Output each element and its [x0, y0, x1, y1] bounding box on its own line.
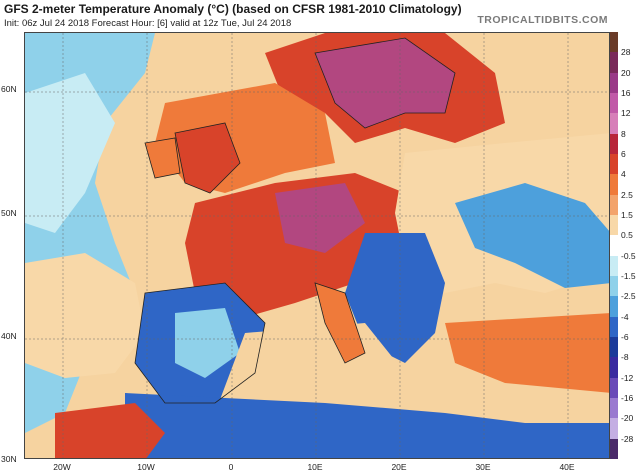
forecast-info: Init: 06z Jul 24 2018 Forecast Hour: [6]…	[4, 18, 292, 29]
atlantic-neutral-region	[25, 253, 145, 378]
colorbar-segment	[610, 316, 618, 338]
lon-label-10e: 10E	[307, 462, 323, 472]
italy	[315, 283, 365, 363]
lat-label-50n: 50N	[1, 208, 17, 218]
colorbar-segment	[610, 154, 618, 175]
lat-label-60n: 60N	[1, 84, 17, 94]
graticule	[25, 33, 609, 458]
colorbar-segment	[610, 174, 618, 196]
lon-label-20e: 20E	[391, 462, 407, 472]
great-britain	[175, 123, 240, 193]
scandinavia-very-hot	[315, 38, 455, 128]
lon-label-10w: 10W	[137, 462, 155, 472]
brand-watermark: TROPICALTIDBITS.COM	[477, 14, 608, 26]
colorbar-label: -20	[621, 413, 634, 424]
ireland	[145, 138, 180, 178]
lon-label-30e: 30E	[475, 462, 491, 472]
lat-label-40n: 40N	[1, 331, 17, 341]
colorbar-label: 2.5	[621, 189, 633, 200]
colorbar-label: 1.5	[621, 210, 633, 220]
colorbar-segment	[610, 215, 618, 236]
colorbar-legend: 28 20 16 12 8 6 4 2.5 1.5 0.5 -0.5 -1.5 -2.5 -4 -6 -8 -1…	[610, 32, 640, 460]
colorbar-label: -0.5	[621, 250, 636, 261]
colorbar-label: 28	[621, 47, 631, 58]
colorbar-label: -4	[621, 311, 629, 322]
colorbar-segment	[610, 418, 618, 440]
north-africa-cold	[125, 393, 609, 458]
colorbar-segment	[610, 72, 618, 94]
colorbar-label: 6	[621, 149, 626, 159]
map-canvas	[25, 33, 609, 458]
colorbar-segment	[610, 133, 618, 155]
colorbar-segment	[610, 398, 618, 419]
header: GFS 2-meter Temperature Anomaly (°C) (ba…	[0, 0, 640, 32]
morocco-hot	[55, 403, 165, 458]
ukraine-cool	[455, 183, 609, 288]
colorbar-label: 4	[621, 169, 626, 180]
colorbar-segment	[610, 235, 618, 257]
colorbar-label: 20	[621, 67, 631, 78]
colorbar-label: -6	[621, 332, 629, 342]
atlantic-pale-region	[25, 73, 115, 233]
colorbar-label: -2.5	[621, 291, 636, 302]
colorbar-label: -1.5	[621, 271, 636, 281]
colorbar-segment	[610, 438, 618, 460]
colorbar-label: -8	[621, 352, 629, 363]
colorbar-segment	[610, 194, 618, 216]
colorbar-segment	[610, 255, 618, 277]
colorbar-segment	[610, 113, 618, 135]
colorbar-segment	[610, 93, 618, 114]
coastlines	[134, 37, 456, 404]
colorbar-segment	[610, 276, 618, 297]
map-title: GFS 2-meter Temperature Anomaly (°C) (ba…	[4, 2, 462, 16]
colorbar-segment	[610, 52, 618, 74]
lon-label-40e: 40E	[559, 462, 575, 472]
colorbar-label: 8	[621, 128, 626, 139]
colorbar-segment	[610, 32, 618, 53]
colorbar-label: 0.5	[621, 230, 633, 241]
colorbar-segment	[610, 377, 618, 399]
germany-hot	[275, 183, 365, 253]
colorbar-label: -12	[621, 372, 634, 383]
colorbar-label: -28	[621, 433, 634, 444]
colorbar-label: -16	[621, 393, 634, 403]
colorbar-label: 16	[621, 88, 631, 98]
anomaly-map	[24, 32, 610, 459]
lat-label-30n: 30N	[1, 454, 17, 464]
colorbar-label: 12	[621, 108, 631, 119]
lon-label-0: 0	[228, 462, 234, 472]
colorbar-segment	[610, 296, 618, 318]
lon-label-20w: 20W	[53, 462, 71, 472]
colorbar-segment	[610, 357, 618, 379]
colorbar-segment	[610, 337, 618, 358]
iberia-interior	[175, 308, 240, 378]
